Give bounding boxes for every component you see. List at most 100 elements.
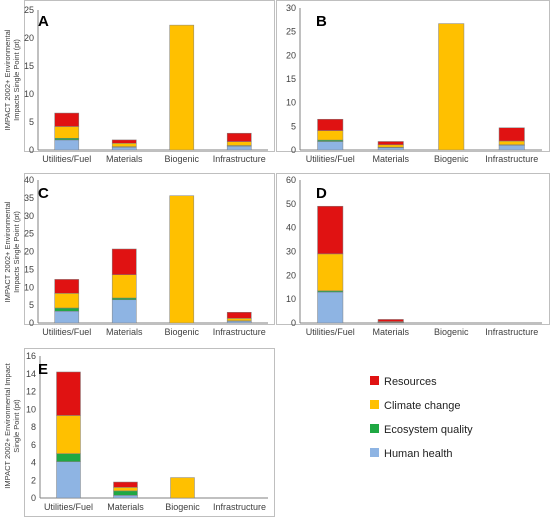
y-tick-label: 15	[24, 264, 34, 274]
bar-segment	[498, 145, 525, 151]
bar-segment	[377, 144, 404, 148]
bar-segment	[317, 130, 344, 141]
y-tick-label: 5	[291, 121, 296, 131]
bar-segment	[377, 147, 404, 151]
bar-segment	[113, 481, 138, 488]
y-tick-label: 35	[24, 193, 34, 203]
bar-segment	[54, 139, 80, 151]
panel-b: 0 5 10 15 20 25 30 Utilities/Fuel Materials Bioge…	[276, 0, 550, 164]
bar-segment	[111, 299, 137, 324]
bar-segment	[317, 118, 344, 131]
panel-label: C	[38, 185, 49, 202]
y-tick-label: 20	[286, 50, 296, 60]
bar-segment	[111, 248, 137, 275]
y-tick-label: 60	[286, 175, 296, 185]
y-axis-title: IMPACT 2002+ EnvironmentalImpacts Single…	[3, 29, 21, 130]
panel-label: D	[316, 185, 327, 202]
y-tick-label: 5	[29, 117, 34, 127]
y-tick-label: 25	[24, 5, 34, 15]
panel-c: 0 5 10 15 20 25 30 35 40 Utilities/Fuel Materials B…	[3, 173, 275, 337]
y-tick-label: 0	[29, 145, 34, 155]
panel-label: E	[38, 361, 48, 378]
bar-segment	[226, 141, 252, 146]
bar-segment	[169, 195, 195, 324]
y-tick-label: 2	[31, 475, 36, 485]
bar-segment	[111, 274, 137, 299]
x-tick-label: Biogenic	[164, 154, 199, 164]
x-tick-label: Infrastructure	[485, 327, 538, 337]
y-tick-label: 6	[31, 440, 36, 450]
y-tick-label: 50	[286, 199, 296, 209]
y-tick-label: 40	[286, 223, 296, 233]
bar-segment	[56, 371, 81, 416]
x-tick-label: Biogenic	[434, 154, 469, 164]
y-tick-label: 10	[24, 89, 34, 99]
legend: Resources Climate change Ecosystem quality…	[370, 376, 473, 460]
y-tick-label: 15	[286, 74, 296, 84]
bar-segment	[226, 312, 252, 319]
y-tick-label: 5	[29, 300, 34, 310]
y-tick-label: 30	[24, 211, 34, 221]
bar-segment	[226, 145, 252, 151]
y-tick-label: 4	[31, 458, 36, 468]
bar-segment	[54, 307, 80, 312]
x-tick-label: Materials	[372, 327, 409, 337]
y-tick-label: 25	[286, 27, 296, 37]
bar-segment	[226, 320, 252, 324]
y-tick-label: 10	[286, 98, 296, 108]
y-tick-label: 0	[29, 318, 34, 328]
panel-label: A	[38, 13, 49, 30]
legend-label: Ecosystem quality	[384, 424, 473, 436]
bar-segment	[113, 487, 138, 492]
y-tick-label: 10	[24, 282, 34, 292]
y-tick-label: 0	[291, 145, 296, 155]
y-tick-label: 20	[24, 33, 34, 43]
x-tick-label: Utilities/Fuel	[306, 327, 355, 337]
y-tick-label: 0	[31, 493, 36, 503]
bar-segment	[226, 318, 252, 322]
bar-segment	[54, 293, 80, 309]
bar-segment	[498, 127, 525, 142]
panel-label: B	[316, 13, 327, 30]
x-tick-label: Utilities/Fuel	[306, 154, 355, 164]
y-tick-label: 0	[291, 318, 296, 328]
bar-segment	[170, 477, 195, 499]
bar-segment	[317, 205, 344, 255]
x-tick-label: Utilities/Fuel	[44, 502, 93, 512]
x-tick-label: Infrastructure	[213, 327, 266, 337]
x-tick-label: Materials	[372, 154, 409, 164]
bar-segment	[377, 319, 404, 322]
y-tick-label: 40	[24, 175, 34, 185]
panel-frame	[276, 0, 550, 152]
bar-segment	[54, 279, 80, 294]
x-tick-label: Utilities/Fuel	[42, 154, 91, 164]
bar-segment	[111, 143, 137, 147]
y-tick-label: 12	[26, 387, 36, 397]
y-tick-label: 16	[26, 351, 36, 361]
x-tick-label: Infrastructure	[213, 154, 266, 164]
bar-segment	[169, 24, 195, 151]
x-tick-label: Materials	[106, 327, 143, 337]
y-tick-label: 25	[24, 229, 34, 239]
y-tick-label: 30	[286, 3, 296, 13]
bar-segment	[438, 23, 465, 151]
x-tick-label: Materials	[107, 502, 144, 512]
y-tick-label: 20	[24, 247, 34, 257]
legend-swatch	[370, 376, 379, 385]
x-tick-label: Biogenic	[164, 327, 199, 337]
legend-swatch	[370, 424, 379, 433]
y-axis-title: IMPACT 2002+ EnvironmentalImpacts Single…	[3, 201, 21, 302]
x-tick-label: Biogenic	[434, 327, 469, 337]
bar-segment	[113, 490, 138, 496]
legend-swatch	[370, 448, 379, 457]
y-tick-label: 10	[286, 294, 296, 304]
y-tick-label: 20	[286, 270, 296, 280]
x-tick-label: Biogenic	[165, 502, 200, 512]
y-axis-title: IMPACT 2002+ Environmental ImpactSingle …	[3, 362, 21, 488]
x-tick-label: Utilities/Fuel	[42, 327, 91, 337]
y-tick-label: 10	[26, 404, 36, 414]
bar-segment	[111, 146, 137, 151]
bar-segment	[54, 137, 80, 141]
bar-segment	[54, 112, 80, 127]
